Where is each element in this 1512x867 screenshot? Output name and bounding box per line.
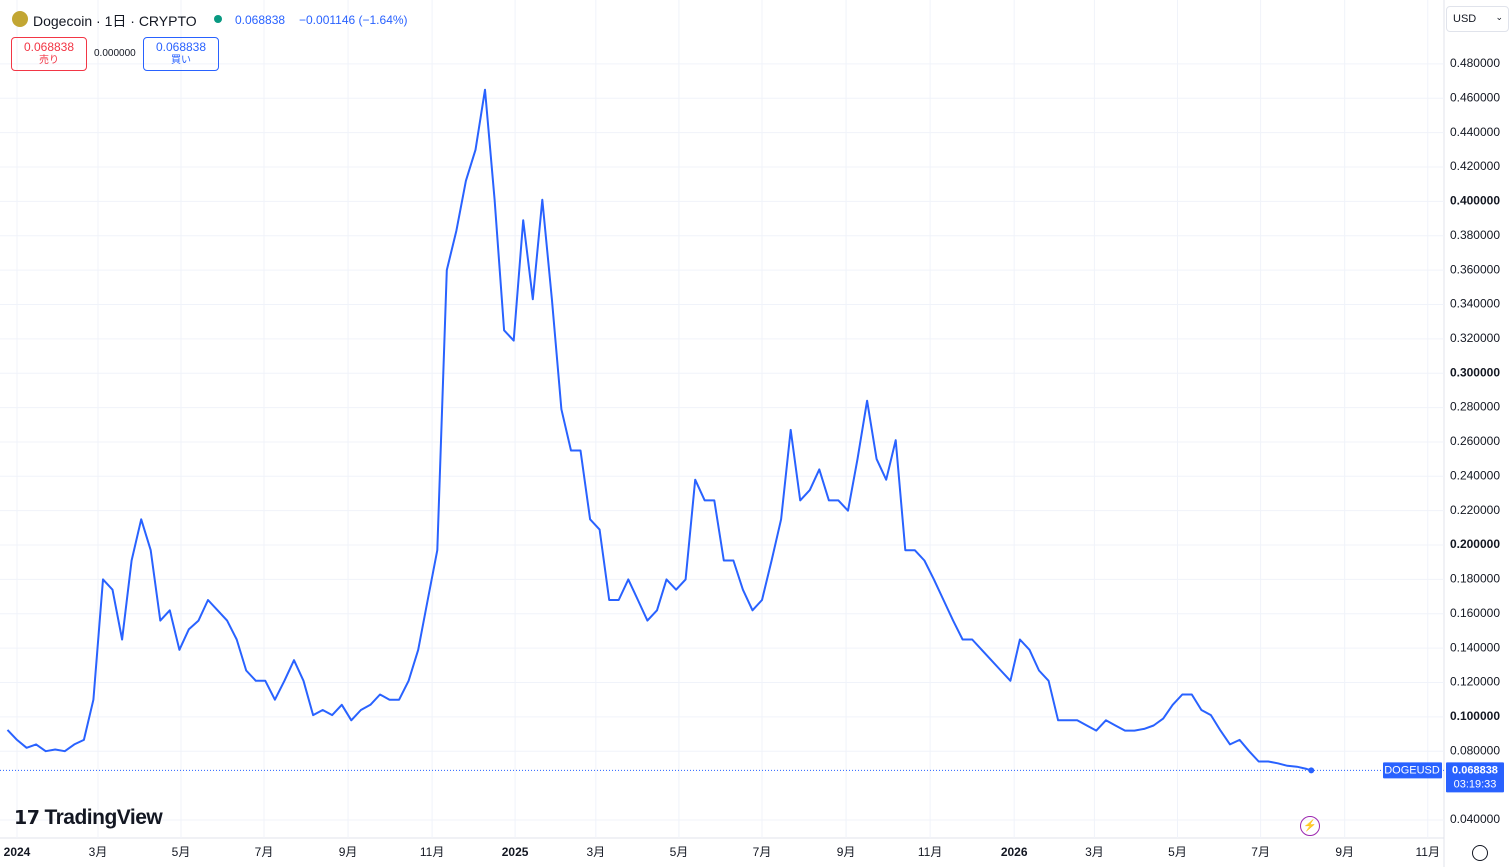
coin-icon [12,11,28,27]
symbol-title[interactable]: Dogecoin · 1日 · CRYPTO [33,13,197,29]
series-name-badge [1383,762,1442,779]
x-tick-label: 7月 [753,845,772,859]
last-point [1308,767,1315,774]
y-tick-label: 0.440000 [1450,125,1500,139]
y-tick-label: 0.120000 [1450,675,1500,689]
x-tick-label: 3月 [1085,845,1104,859]
currency-label: USD [1453,13,1477,25]
y-tick-label: 0.320000 [1450,331,1500,345]
settings-icon[interactable] [1472,845,1488,861]
y-tick-label: 0.200000 [1450,537,1500,551]
x-tick-label: 2026 [1001,845,1028,859]
last-price: 0.068838 [235,13,286,27]
x-tick-label: 3月 [89,845,108,859]
dropdown-arrow: ⌄ [1495,12,1503,22]
buy-label: 買い [171,55,191,66]
x-tick-label: 9月 [1335,845,1354,859]
x-tick-label: 7月 [1251,845,1270,859]
y-tick-label: 0.280000 [1450,400,1500,414]
x-tick-label: 11月 [1416,845,1440,859]
sell-price: 0.068838 [23,40,75,54]
x-tick-label: 5月 [1168,845,1187,859]
price-line [6,88,1312,772]
y-tick-label: 0.360000 [1450,262,1500,276]
price-badge [1446,762,1504,793]
y-tick-label: 0.100000 [1450,709,1500,723]
y-tick-label: 0.160000 [1450,606,1500,620]
y-tick-label: 0.420000 [1450,159,1500,173]
x-tick-label: 11月 [918,845,942,859]
x-tick-label: 7月 [255,845,274,859]
x-tick-label: 2024 [4,845,31,859]
y-tick-label: 0.180000 [1450,572,1500,586]
sell-label: 売り [39,55,59,66]
y-tick-label: 0.340000 [1450,297,1500,311]
x-tick-label: 2025 [502,845,529,859]
logo-mark: 𝟭𝟳 [14,808,40,829]
x-tick-label: 5月 [172,845,191,859]
y-tick-label: 0.300000 [1450,365,1500,379]
x-tick-label: 9月 [837,845,856,859]
y-tick-label: 0.460000 [1450,90,1500,104]
x-tick-label: 3月 [586,845,605,859]
y-tick-label: 0.400000 [1450,194,1500,208]
buy-button[interactable]: 0.068838 買い [143,37,219,71]
x-tick-label: 5月 [670,845,689,859]
y-tick-label: 0.260000 [1450,434,1500,448]
x-tick-label: 11月 [420,845,444,859]
currency-select[interactable]: USD ⌄ [1446,6,1509,32]
y-tick-label: 0.220000 [1450,503,1500,517]
y-tick-label: 0.140000 [1450,640,1500,654]
series-name: DOGEUSD [1384,764,1440,776]
sell-button[interactable]: 0.068838 売り [11,37,87,71]
logo-text: TradingView [44,806,163,829]
y-tick-label: 0.480000 [1450,56,1500,70]
buy-price: 0.068838 [155,40,207,54]
y-tick-label: 0.380000 [1450,228,1500,242]
market-status [214,15,222,23]
spread: 0.000000 [94,48,136,59]
countdown: 03:19:33 [1454,778,1497,790]
x-tick-label: 9月 [339,845,358,859]
price-change: −0.001146 (−1.64%) [299,13,408,27]
logo[interactable]: 𝟭𝟳 TradingView [14,806,163,830]
y-tick-label: 0.240000 [1450,468,1500,482]
y-tick-label: 0.080000 [1450,743,1500,757]
price-badge-value: 0.068838 [1452,764,1498,776]
flash-icon[interactable]: ⚡ [1300,816,1320,836]
y-tick-label: 0.040000 [1450,812,1500,826]
